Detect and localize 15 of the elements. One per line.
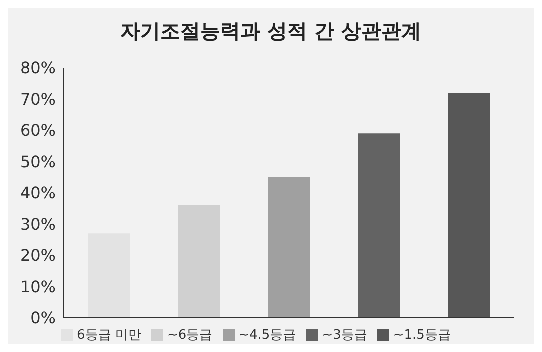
legend-label: ~6등급	[167, 328, 213, 343]
legend-label: ~4.5등급	[238, 328, 296, 343]
legend-label: ~1.5등급	[393, 328, 451, 343]
y-tick-label: 50%	[20, 152, 56, 172]
y-tick-label: 20%	[20, 246, 56, 266]
legend-label: ~3등급	[322, 328, 368, 343]
y-tick-label: 30%	[20, 214, 56, 234]
y-tick-label: 10%	[20, 277, 56, 296]
y-tick-label: 60%	[20, 121, 56, 140]
chart-title: 자기조절능력과 성적 간 상관관계	[120, 18, 422, 45]
y-tick-label: 80%	[20, 58, 56, 78]
y-tick-label: 0%	[30, 308, 56, 328]
legend-label: 6등급 미만	[77, 328, 142, 343]
y-tick-label: 70%	[20, 90, 56, 109]
y-tick-label: 40%	[20, 184, 56, 203]
